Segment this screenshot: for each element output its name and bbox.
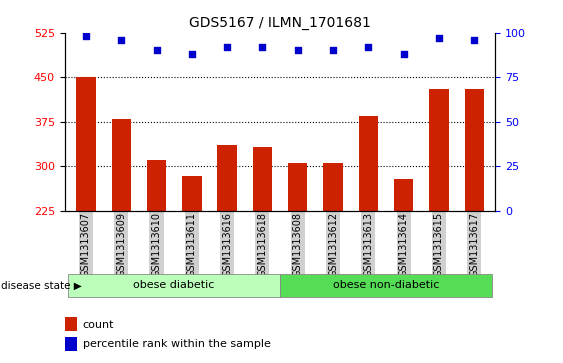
- Point: [258, 44, 267, 50]
- Bar: [429, 89, 449, 211]
- Text: count: count: [83, 319, 114, 330]
- Point: [435, 35, 444, 41]
- Point: [117, 37, 126, 43]
- Bar: [280, 274, 492, 297]
- Bar: [111, 119, 131, 211]
- Point: [82, 33, 91, 39]
- Text: obese diabetic: obese diabetic: [133, 280, 215, 290]
- Bar: [394, 179, 413, 211]
- Bar: [464, 89, 484, 211]
- Point: [364, 44, 373, 50]
- Bar: [147, 160, 166, 211]
- Bar: [76, 77, 96, 211]
- Bar: [288, 163, 307, 211]
- Text: obese non-diabetic: obese non-diabetic: [333, 280, 439, 290]
- Bar: [68, 274, 280, 297]
- Bar: [359, 116, 378, 211]
- Point: [187, 51, 196, 57]
- Bar: [217, 145, 237, 211]
- Bar: [253, 147, 272, 211]
- Point: [222, 44, 231, 50]
- Point: [152, 48, 161, 53]
- Point: [399, 51, 408, 57]
- Point: [293, 48, 302, 53]
- Text: disease state ▶: disease state ▶: [1, 280, 81, 290]
- Title: GDS5167 / ILMN_1701681: GDS5167 / ILMN_1701681: [189, 16, 371, 30]
- Bar: [323, 163, 343, 211]
- Point: [329, 48, 338, 53]
- Bar: [182, 176, 202, 211]
- Point: [470, 37, 479, 43]
- Text: percentile rank within the sample: percentile rank within the sample: [83, 339, 271, 350]
